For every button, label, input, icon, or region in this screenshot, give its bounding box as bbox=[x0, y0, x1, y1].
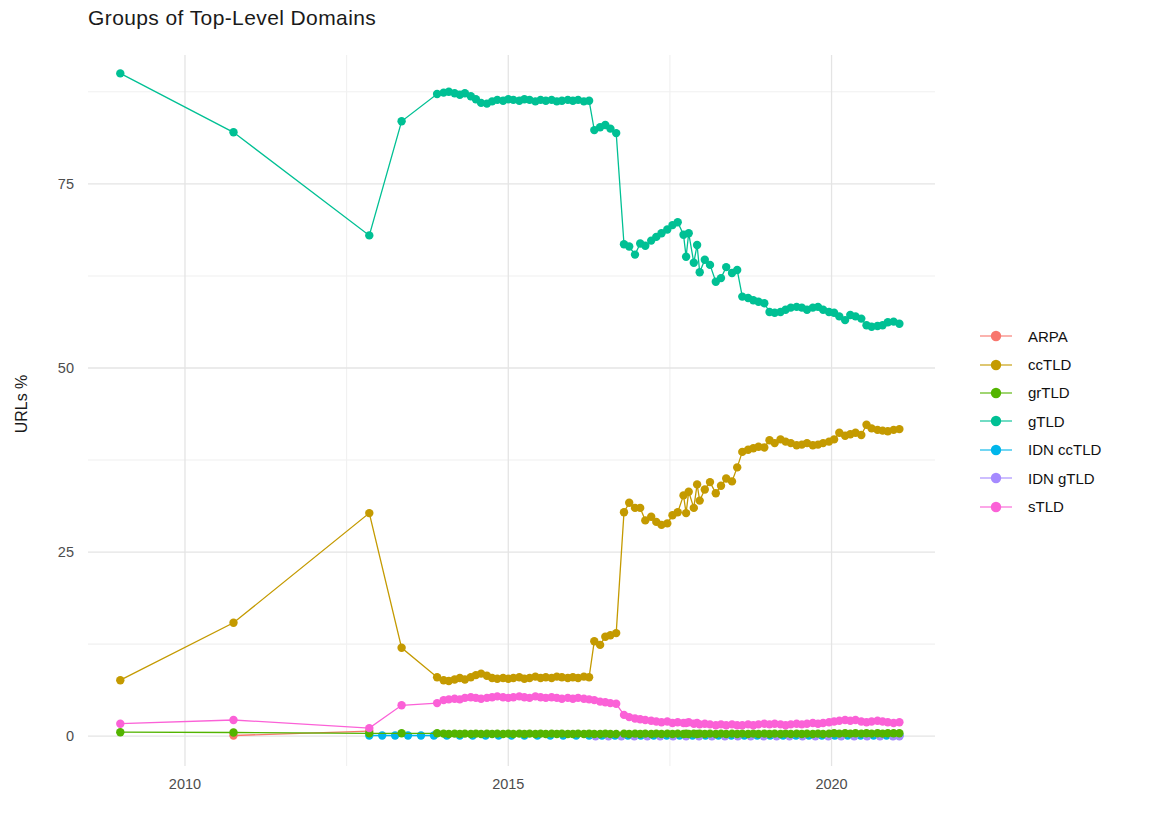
data-point bbox=[701, 485, 709, 493]
data-point bbox=[397, 117, 405, 125]
legend-item-idn-cctld: IDN ccTLD bbox=[979, 436, 1101, 464]
y-tick-label: 75 bbox=[58, 176, 74, 192]
data-point bbox=[696, 496, 704, 504]
data-point bbox=[717, 274, 725, 282]
gridlines bbox=[88, 55, 935, 766]
data-point bbox=[229, 728, 237, 736]
data-point bbox=[895, 729, 903, 737]
data-point bbox=[116, 676, 124, 684]
data-point bbox=[682, 253, 690, 261]
legend-key-icon bbox=[979, 496, 1013, 518]
x-tick-label: 2010 bbox=[169, 776, 201, 792]
legend-item-label: IDN gTLD bbox=[1028, 470, 1095, 487]
legend-item-label: grTLD bbox=[1028, 384, 1070, 401]
legend: ARPA ccTLD grTLD gTLD IDN ccTLD IDN gTLD sTLD bbox=[979, 322, 1101, 521]
legend-item-grtld: grTLD bbox=[979, 379, 1101, 407]
data-point bbox=[585, 673, 593, 681]
data-point bbox=[663, 519, 671, 527]
series-gtld bbox=[116, 69, 904, 331]
data-point bbox=[631, 250, 639, 258]
legend-item-cctld: ccTLD bbox=[979, 350, 1101, 378]
data-point bbox=[378, 731, 386, 739]
data-point bbox=[229, 619, 237, 627]
data-point bbox=[760, 299, 768, 307]
plot-series bbox=[116, 69, 904, 740]
x-tick-label: 2015 bbox=[492, 776, 524, 792]
legend-key-icon bbox=[979, 354, 1013, 376]
y-tick-label: 50 bbox=[58, 360, 74, 376]
legend-item-label: ARPA bbox=[1028, 328, 1068, 345]
data-point bbox=[116, 728, 124, 736]
legend-key-icon bbox=[979, 410, 1013, 432]
series-line bbox=[120, 425, 899, 681]
data-point bbox=[690, 504, 698, 512]
data-point bbox=[674, 218, 682, 226]
data-point bbox=[895, 320, 903, 328]
legend-item-idn-gtld: IDN gTLD bbox=[979, 464, 1101, 492]
data-point bbox=[365, 724, 373, 732]
data-point bbox=[706, 261, 714, 269]
data-point bbox=[682, 509, 690, 517]
y-tick-label: 0 bbox=[66, 728, 74, 744]
legend-key-icon bbox=[979, 439, 1013, 461]
legend-item-label: gTLD bbox=[1028, 413, 1065, 430]
data-point bbox=[229, 128, 237, 136]
data-point bbox=[625, 242, 633, 250]
legend-key-icon bbox=[979, 467, 1013, 489]
data-point bbox=[717, 482, 725, 490]
data-point bbox=[365, 231, 373, 239]
data-point bbox=[585, 97, 593, 105]
data-point bbox=[830, 435, 838, 443]
legend-item-arpa: ARPA bbox=[979, 322, 1101, 350]
x-tick-label: 2020 bbox=[815, 776, 847, 792]
legend-item-stld: sTLD bbox=[979, 492, 1101, 520]
data-point bbox=[620, 508, 628, 516]
data-point bbox=[417, 731, 425, 739]
data-point bbox=[612, 129, 620, 137]
data-point bbox=[712, 489, 720, 497]
data-point bbox=[733, 463, 741, 471]
data-point bbox=[397, 644, 405, 652]
data-point bbox=[760, 443, 768, 451]
data-point bbox=[596, 641, 604, 649]
data-point bbox=[857, 431, 865, 439]
data-point bbox=[685, 488, 693, 496]
legend-item-gtld: gTLD bbox=[979, 407, 1101, 435]
data-point bbox=[612, 629, 620, 637]
data-point bbox=[612, 700, 620, 708]
data-point bbox=[733, 266, 741, 274]
data-point bbox=[397, 729, 405, 737]
data-point bbox=[696, 268, 704, 276]
data-point bbox=[693, 480, 701, 488]
series-line bbox=[120, 73, 899, 326]
data-point bbox=[690, 259, 698, 267]
data-point bbox=[674, 508, 682, 516]
y-axis-title: URLs % bbox=[13, 375, 30, 434]
data-point bbox=[612, 730, 620, 738]
legend-item-label: IDN ccTLD bbox=[1028, 441, 1101, 458]
data-point bbox=[895, 718, 903, 726]
data-point bbox=[706, 478, 714, 486]
data-point bbox=[229, 716, 237, 724]
data-point bbox=[895, 425, 903, 433]
data-point bbox=[397, 701, 405, 709]
data-point bbox=[116, 720, 124, 728]
data-point bbox=[693, 241, 701, 249]
data-point bbox=[116, 69, 124, 77]
data-point bbox=[685, 229, 693, 237]
data-point bbox=[728, 477, 736, 485]
legend-item-label: ccTLD bbox=[1028, 356, 1071, 373]
y-tick-label: 25 bbox=[58, 544, 74, 560]
data-point bbox=[365, 509, 373, 517]
legend-key-icon bbox=[979, 382, 1013, 404]
data-point bbox=[857, 314, 865, 322]
legend-item-label: sTLD bbox=[1028, 498, 1064, 515]
series-stld bbox=[116, 692, 904, 732]
data-point bbox=[636, 504, 644, 512]
legend-key-icon bbox=[979, 325, 1013, 347]
